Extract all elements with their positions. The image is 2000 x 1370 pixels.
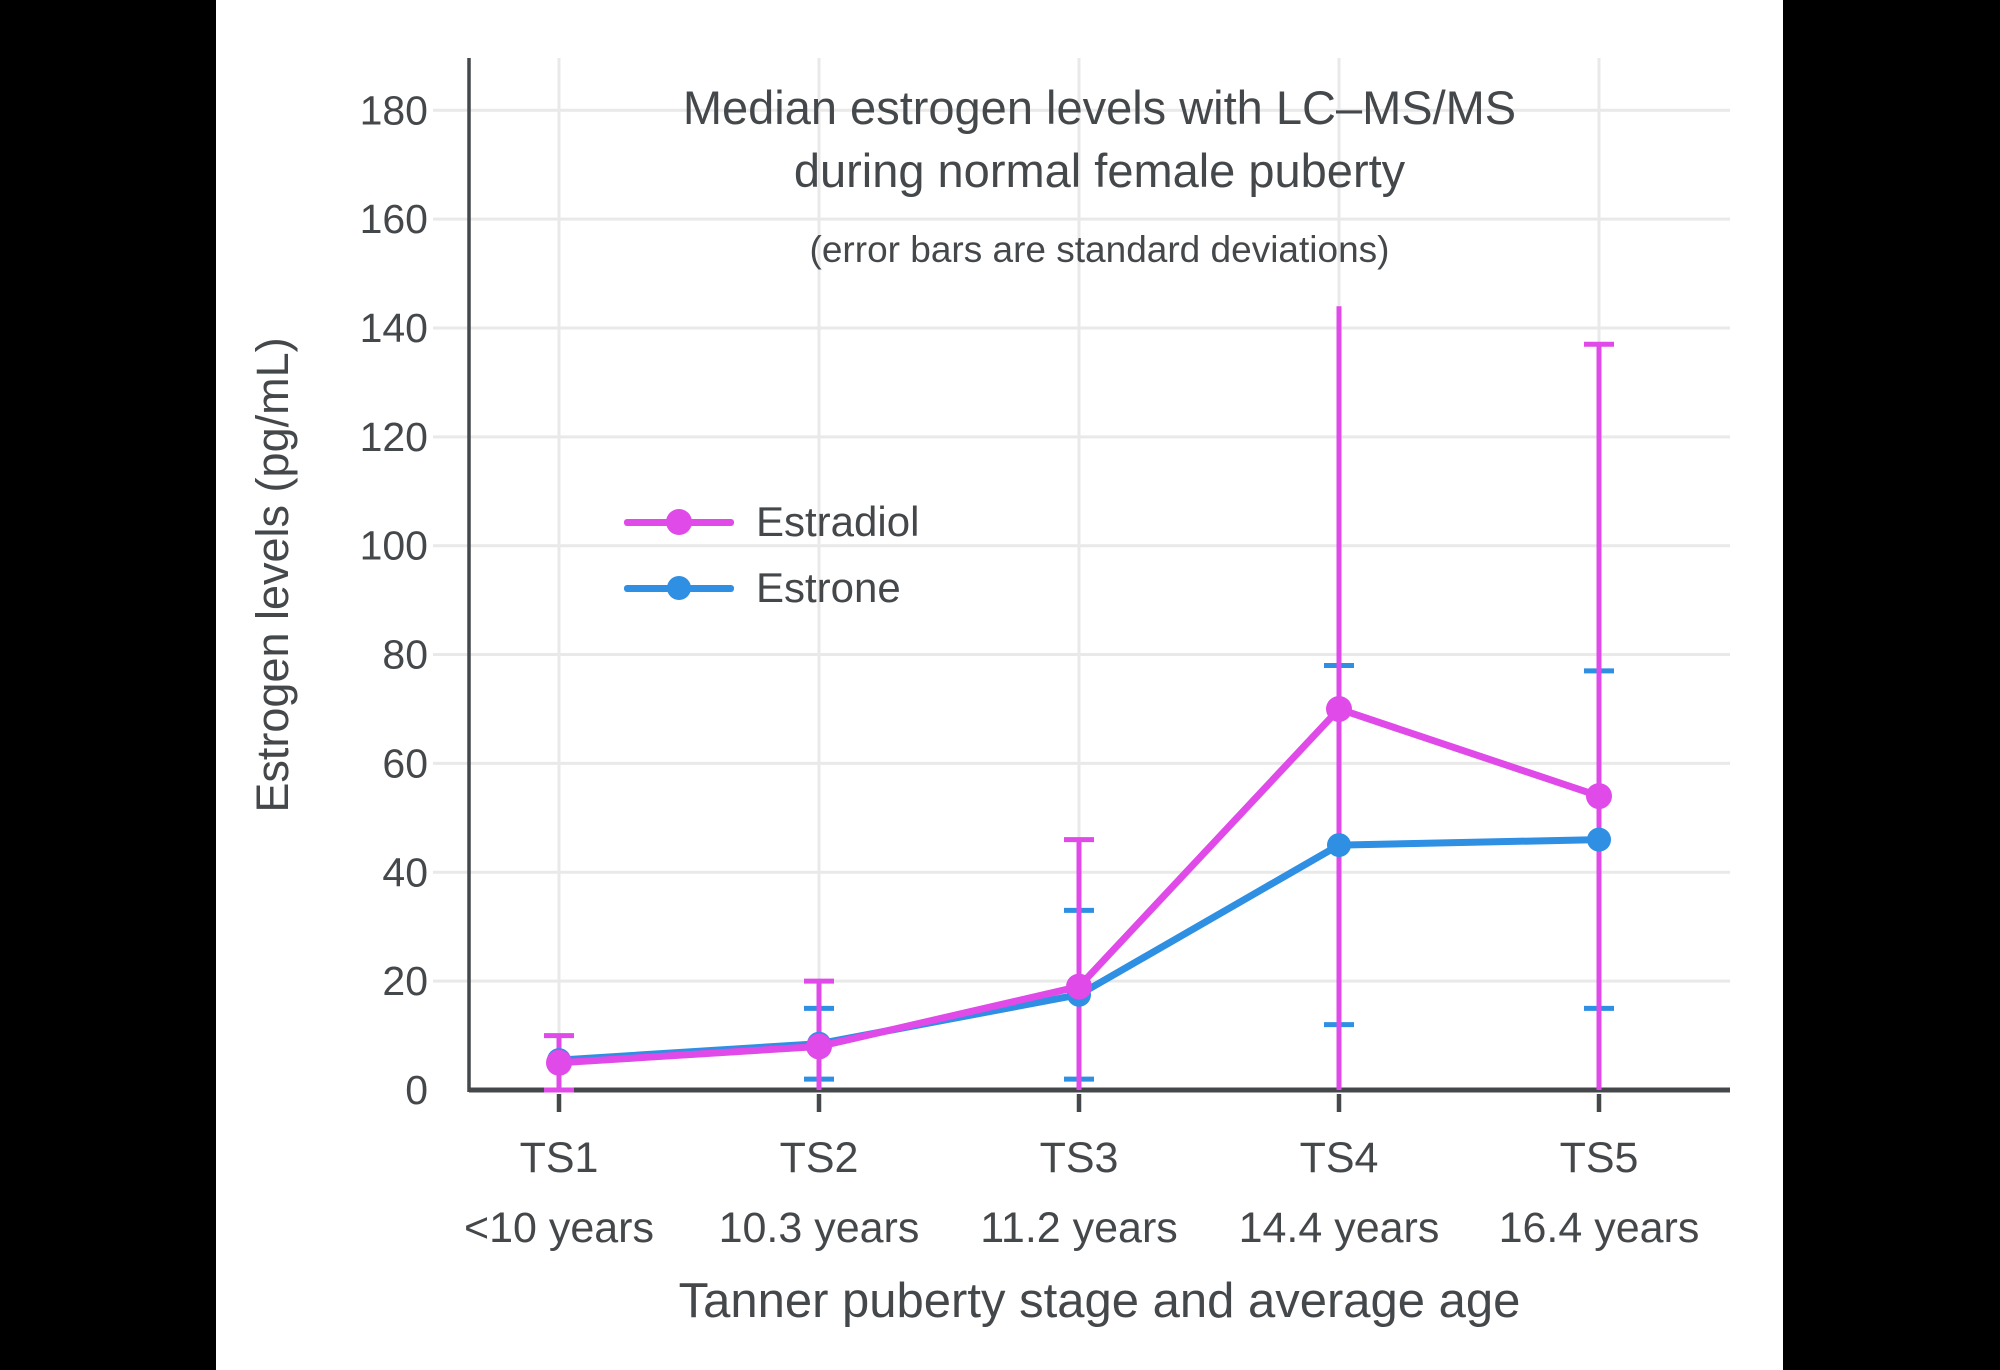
x-tick-stage-label: TS2 bbox=[780, 1134, 859, 1182]
y-tick-label: 180 bbox=[360, 87, 428, 133]
chart-subtitle: (error bars are standard deviations) bbox=[809, 229, 1390, 270]
x-tick-age-label: <10 years bbox=[464, 1204, 654, 1252]
estrone-line-swatch bbox=[624, 576, 734, 600]
legend-label-estrone: Estrone bbox=[756, 564, 901, 611]
x-tick-age-label: 10.3 years bbox=[719, 1204, 920, 1252]
x-tick-age-label: 14.4 years bbox=[1239, 1204, 1440, 1252]
y-tick-label: 80 bbox=[382, 632, 428, 678]
legend-item-estrone: Estrone bbox=[624, 555, 919, 621]
y-tick-label: 140 bbox=[360, 305, 428, 351]
x-axis-title: Tanner puberty stage and average age bbox=[678, 1274, 1521, 1328]
chart-title: Median estrogen levels with LC–MS/MS dur… bbox=[469, 76, 1730, 202]
x-tick-age-label: 16.4 years bbox=[1499, 1204, 1700, 1252]
x-tick-stage-label: TS3 bbox=[1040, 1134, 1119, 1182]
left-black-bar bbox=[0, 0, 216, 1370]
legend: Estradiol Estrone bbox=[624, 489, 919, 621]
chart-area: 0 20 40 60 80 100 120 140 160 180 TS1 <10 years TS2 1… bbox=[216, 0, 1783, 1370]
estradiol-line-swatch bbox=[624, 509, 734, 535]
y-tick-label: 20 bbox=[382, 958, 428, 1004]
x-tick-stage-label: TS1 bbox=[520, 1134, 599, 1182]
y-tick-label: 100 bbox=[360, 523, 428, 569]
y-tick-label: 120 bbox=[360, 414, 428, 460]
chart-title-line1: Median estrogen levels with LC–MS/MS bbox=[682, 81, 1517, 134]
estrone-marker bbox=[1327, 833, 1351, 858]
y-tick-label: 160 bbox=[360, 196, 428, 242]
chart-title-line2: during normal female puberty bbox=[793, 144, 1406, 197]
estrone-marker bbox=[1587, 827, 1611, 852]
y-axis-title: Estrogen levels (pg/mL) bbox=[247, 337, 298, 813]
y-tick-label: 60 bbox=[382, 740, 428, 786]
x-tick-age-label: 11.2 years bbox=[980, 1204, 1178, 1252]
estradiol-marker bbox=[806, 1033, 832, 1060]
x-tick-stage-label: TS5 bbox=[1560, 1134, 1639, 1182]
estradiol-marker bbox=[1586, 783, 1612, 810]
y-tick-label: 0 bbox=[405, 1067, 428, 1113]
estradiol-marker bbox=[1066, 973, 1092, 1000]
estradiol-marker-icon bbox=[666, 509, 692, 535]
y-tick-label: 40 bbox=[382, 849, 428, 895]
estrone-marker-icon bbox=[667, 576, 691, 600]
plot-svg: 0 20 40 60 80 100 120 140 160 180 TS1 <10 years TS2 1… bbox=[360, 58, 1730, 1252]
estradiol-marker bbox=[1326, 695, 1352, 722]
estradiol-marker bbox=[546, 1049, 572, 1076]
legend-label-estradiol: Estradiol bbox=[756, 498, 920, 545]
legend-item-estradiol: Estradiol bbox=[624, 489, 919, 555]
right-black-bar bbox=[1783, 0, 2000, 1370]
x-tick-stage-label: TS4 bbox=[1300, 1134, 1379, 1182]
